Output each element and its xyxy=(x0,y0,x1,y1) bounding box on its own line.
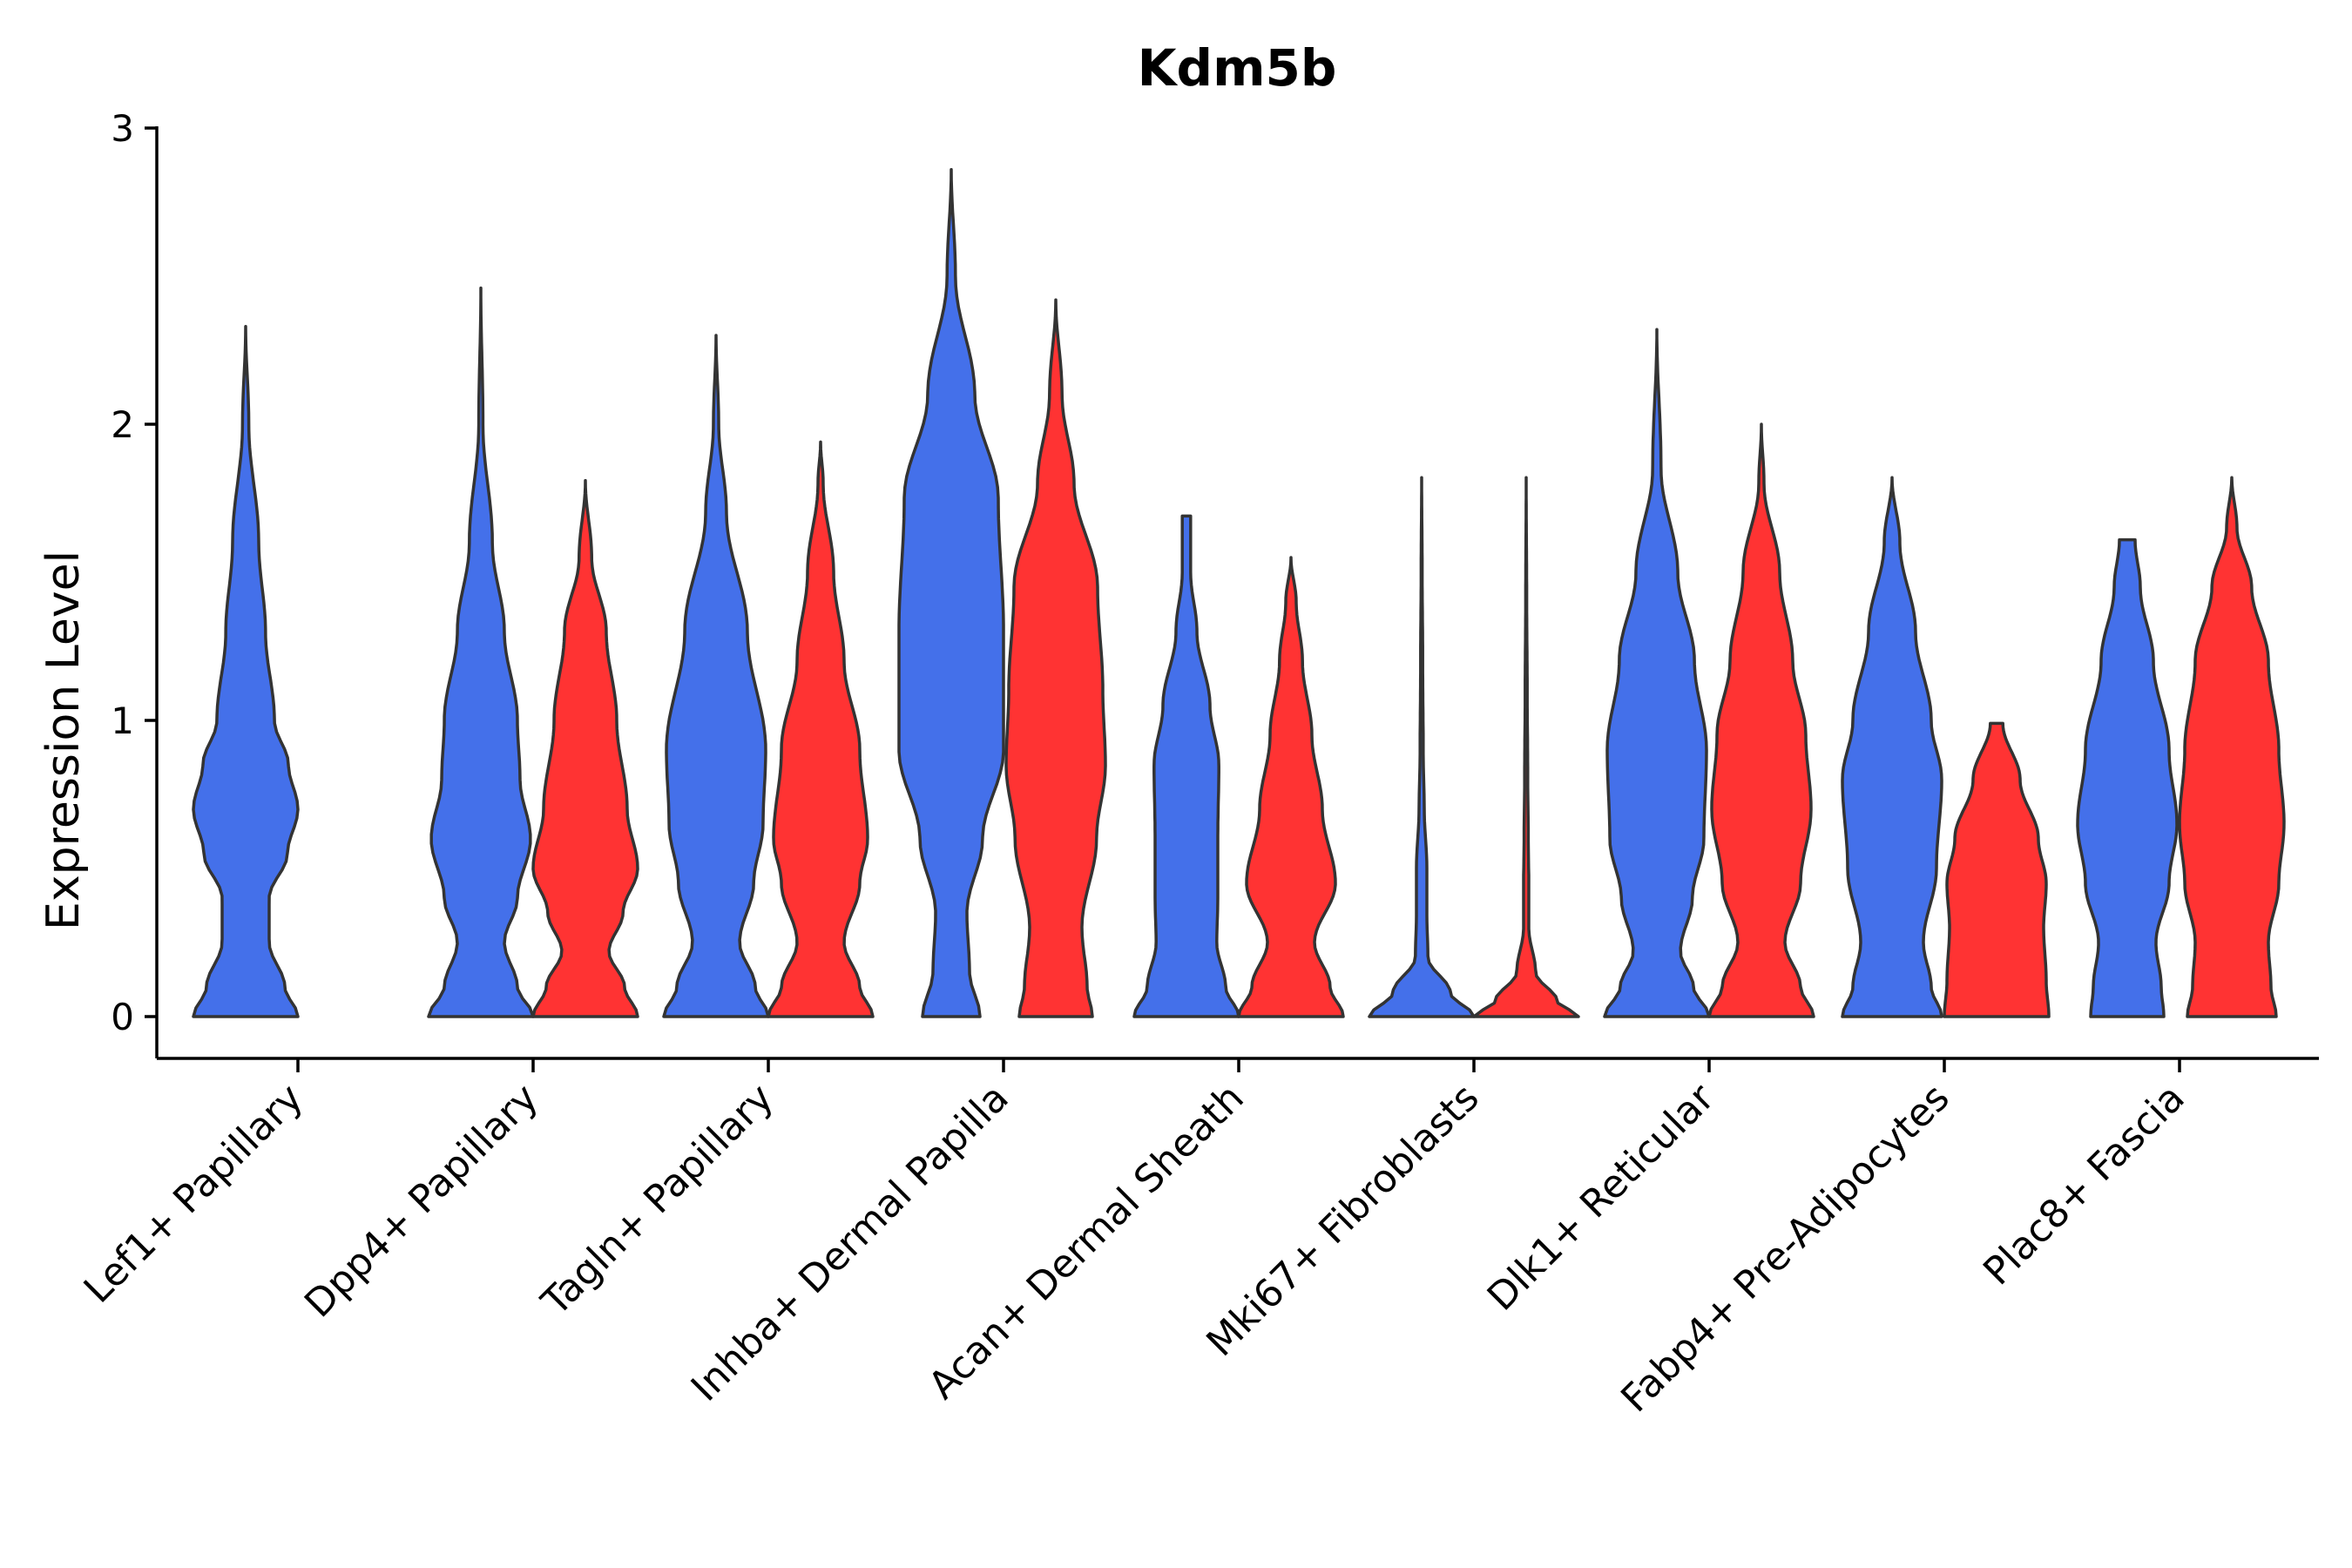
y-axis-label: Expression Level xyxy=(37,551,90,930)
violin-blue-mki67-fibroblasts xyxy=(1368,476,1476,1018)
violin-blue-inhba-dermal-papilla xyxy=(897,167,1005,1018)
x-category-label: Tagln+ Papillary xyxy=(533,1076,782,1325)
y-tick-label: 1 xyxy=(111,700,134,742)
violin-red-plac8-fascia xyxy=(2178,476,2286,1018)
violin-blue-dpp4-papillary xyxy=(427,286,535,1018)
x-category-label: Plac8+ Fascia xyxy=(1975,1076,2193,1294)
violin-red-acan-dermal-sheath xyxy=(1237,556,1345,1018)
y-tick-label: 2 xyxy=(111,403,134,446)
violin-layer xyxy=(192,167,2286,1018)
violin-blue-acan-dermal-sheath xyxy=(1132,514,1240,1018)
violin-red-tagln-papillary xyxy=(767,440,875,1018)
y-tick-label: 0 xyxy=(111,996,134,1038)
y-tick-label: 3 xyxy=(111,107,134,150)
violin-red-dlk1-reticular xyxy=(1707,422,1815,1018)
violin-blue-plac8-fascia xyxy=(2076,537,2179,1018)
violin-blue-fabp4-pre-adipocytes xyxy=(1841,476,1943,1018)
violin-red-fabp4-pre-adipocytes xyxy=(1943,721,2051,1018)
violin-blue-lef1-papillary xyxy=(192,325,300,1018)
x-category-label: Dlk1+ Reticular xyxy=(1479,1075,1724,1320)
violin-red-inhba-dermal-papilla xyxy=(1004,298,1107,1018)
x-category-label: Dpp4+ Papillary xyxy=(296,1076,547,1327)
violin-blue-tagln-papillary xyxy=(662,334,770,1018)
violin-blue-dlk1-reticular xyxy=(1603,328,1711,1018)
violin-red-mki67-fibroblasts xyxy=(1472,476,1580,1018)
violin-red-dpp4-papillary xyxy=(531,478,639,1018)
x-category-label: Lef1+ Papillary xyxy=(76,1076,312,1312)
chart-title: Kdm5b xyxy=(1138,38,1337,98)
x-category-label: Mki67+ Fibroblasts xyxy=(1198,1076,1487,1365)
